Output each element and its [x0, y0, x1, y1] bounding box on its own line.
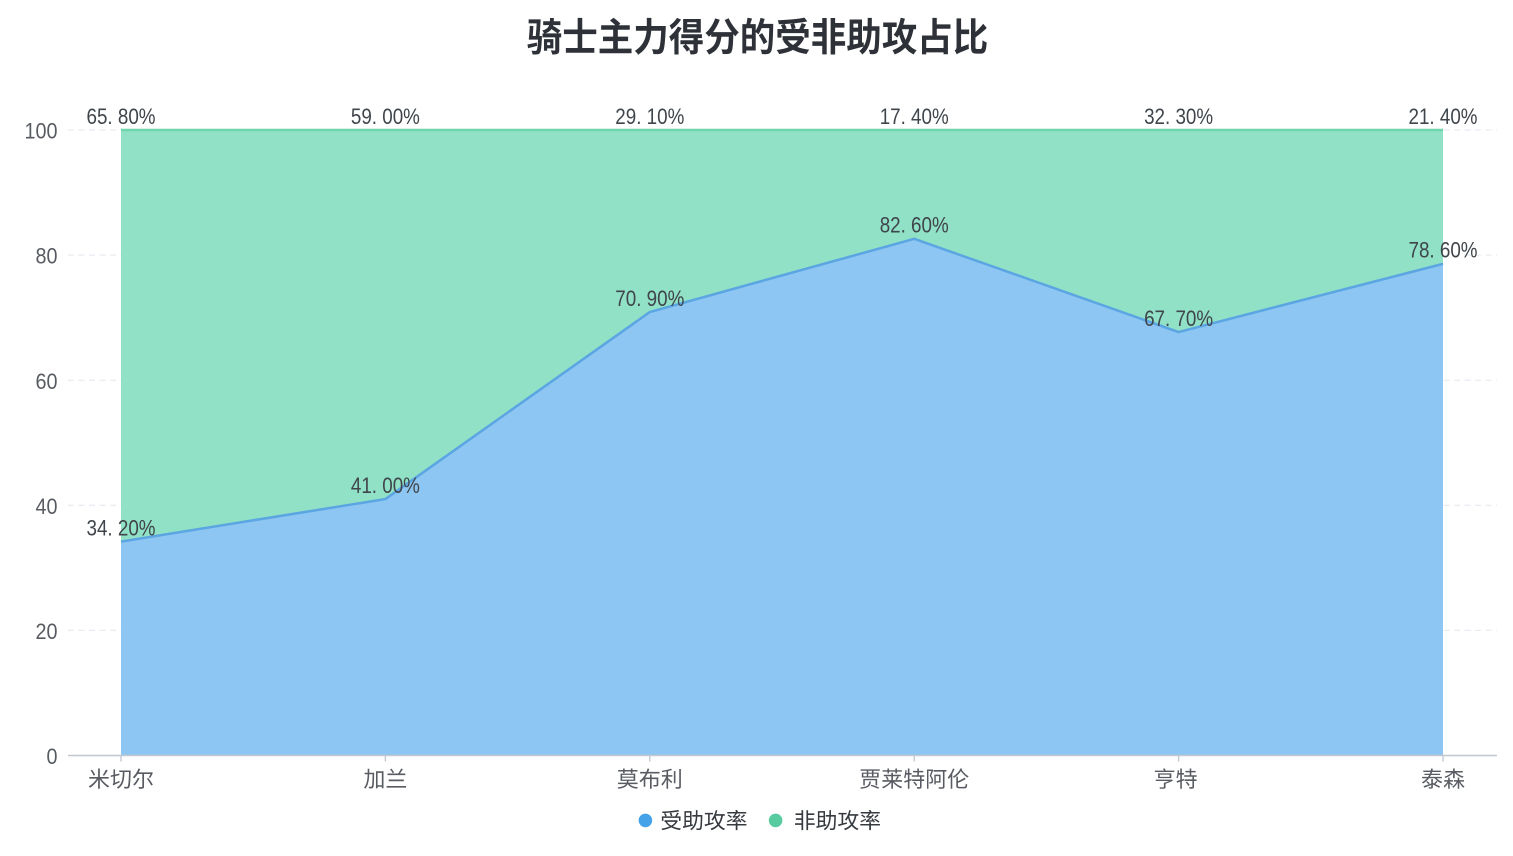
svg-text:82. 60%: 82. 60%	[880, 213, 949, 238]
svg-text:29. 10%: 29. 10%	[615, 104, 684, 129]
svg-text:65. 80%: 65. 80%	[87, 104, 156, 129]
svg-text:41. 00%: 41. 00%	[351, 473, 420, 498]
svg-text:0: 0	[47, 744, 58, 769]
svg-text:70. 90%: 70. 90%	[615, 286, 684, 311]
svg-text:60: 60	[36, 369, 58, 394]
svg-text:34. 20%: 34. 20%	[87, 515, 156, 540]
svg-text:40: 40	[36, 494, 58, 519]
svg-text:32. 30%: 32. 30%	[1144, 104, 1213, 129]
svg-text:20: 20	[36, 619, 58, 644]
svg-text:59. 00%: 59. 00%	[351, 104, 420, 129]
svg-text:21. 40%: 21. 40%	[1409, 104, 1478, 129]
svg-text:100: 100	[25, 119, 58, 144]
svg-text:17. 40%: 17. 40%	[880, 104, 949, 129]
svg-text:80: 80	[36, 244, 58, 269]
svg-text:78. 60%: 78. 60%	[1409, 238, 1478, 263]
svg-text:67. 70%: 67. 70%	[1144, 306, 1213, 331]
